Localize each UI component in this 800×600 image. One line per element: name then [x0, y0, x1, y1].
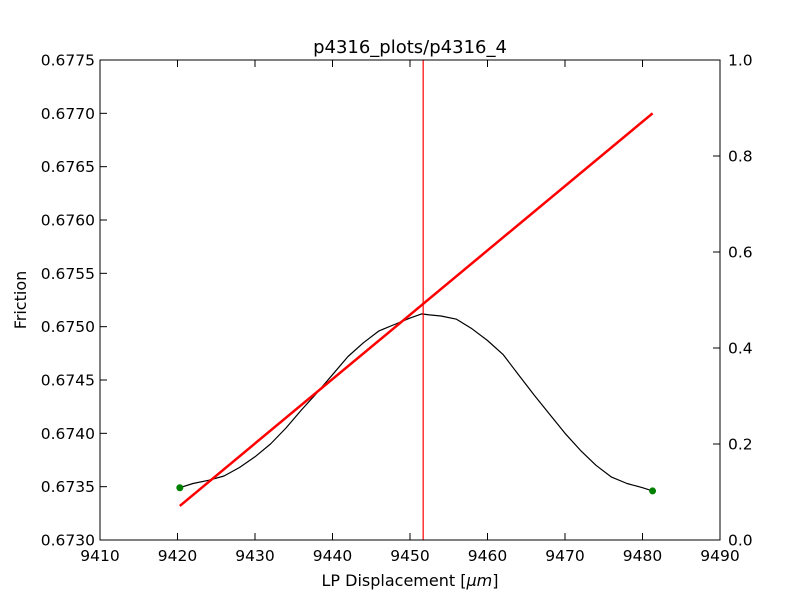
y-tick-label: 0.6770	[41, 105, 95, 123]
data-point-1	[649, 487, 657, 495]
x-axis-title-text: LP Displacement [	[322, 571, 467, 590]
x-axis-title: LP Displacement [μm]	[322, 571, 499, 590]
y-tick-label: 0.6760	[41, 212, 95, 230]
y2-tick-label: 1.0	[728, 52, 753, 70]
y-axis-right: 0.0 0.2 0.4 0.6 0.8 1.0	[713, 52, 753, 550]
y-tick-label: 0.6745	[41, 372, 95, 390]
data-point-0	[176, 484, 184, 492]
x-tick-label: 9460	[468, 547, 507, 565]
y2-tick-label: 0.2	[728, 436, 753, 454]
y-tick-label: 0.6765	[41, 158, 95, 176]
x-tick-label: 9440	[313, 547, 352, 565]
y-tick-label: 0.6775	[41, 52, 95, 70]
y2-tick-label: 0.8	[728, 148, 753, 166]
y-axis-title: Friction	[11, 271, 30, 330]
friction-curve	[179, 313, 653, 492]
y-tick-label: 0.6740	[41, 425, 95, 443]
y-tick-label: 0.6755	[41, 265, 95, 283]
fit-line	[179, 112, 654, 507]
chart-title: p4316_plots/p4316_4	[313, 37, 507, 58]
y-axis-left: 0.6730 0.6735 0.6740 0.6745 0.6750 0.6755 0.67…	[41, 52, 107, 550]
plot-frame	[99, 59, 721, 541]
x-tick-label: 9450	[390, 547, 429, 565]
x-tick-label: 9480	[623, 547, 662, 565]
x-tick-label: 9420	[158, 547, 197, 565]
y-tick-label: 0.6750	[41, 318, 95, 336]
y-tick-label: 0.6735	[41, 478, 95, 496]
plot-content	[176, 60, 657, 540]
x-tick-label: 9490	[700, 547, 739, 565]
x-axis-title-close: ]	[492, 571, 498, 590]
y2-tick-label: 0.6	[728, 244, 753, 262]
x-axis-title-unit: μm	[465, 571, 492, 590]
x-tick-label: 9430	[235, 547, 274, 565]
x-tick-label: 9470	[545, 547, 584, 565]
x-tick-label: 9410	[80, 547, 119, 565]
y2-tick-label: 0.4	[728, 340, 753, 358]
y-tick-label: 0.6730	[41, 532, 95, 550]
x-axis: 9410 9420 9430 9440 9450 9460 9470 9480 9490	[80, 60, 740, 565]
y2-tick-label: 0.0	[728, 532, 753, 550]
